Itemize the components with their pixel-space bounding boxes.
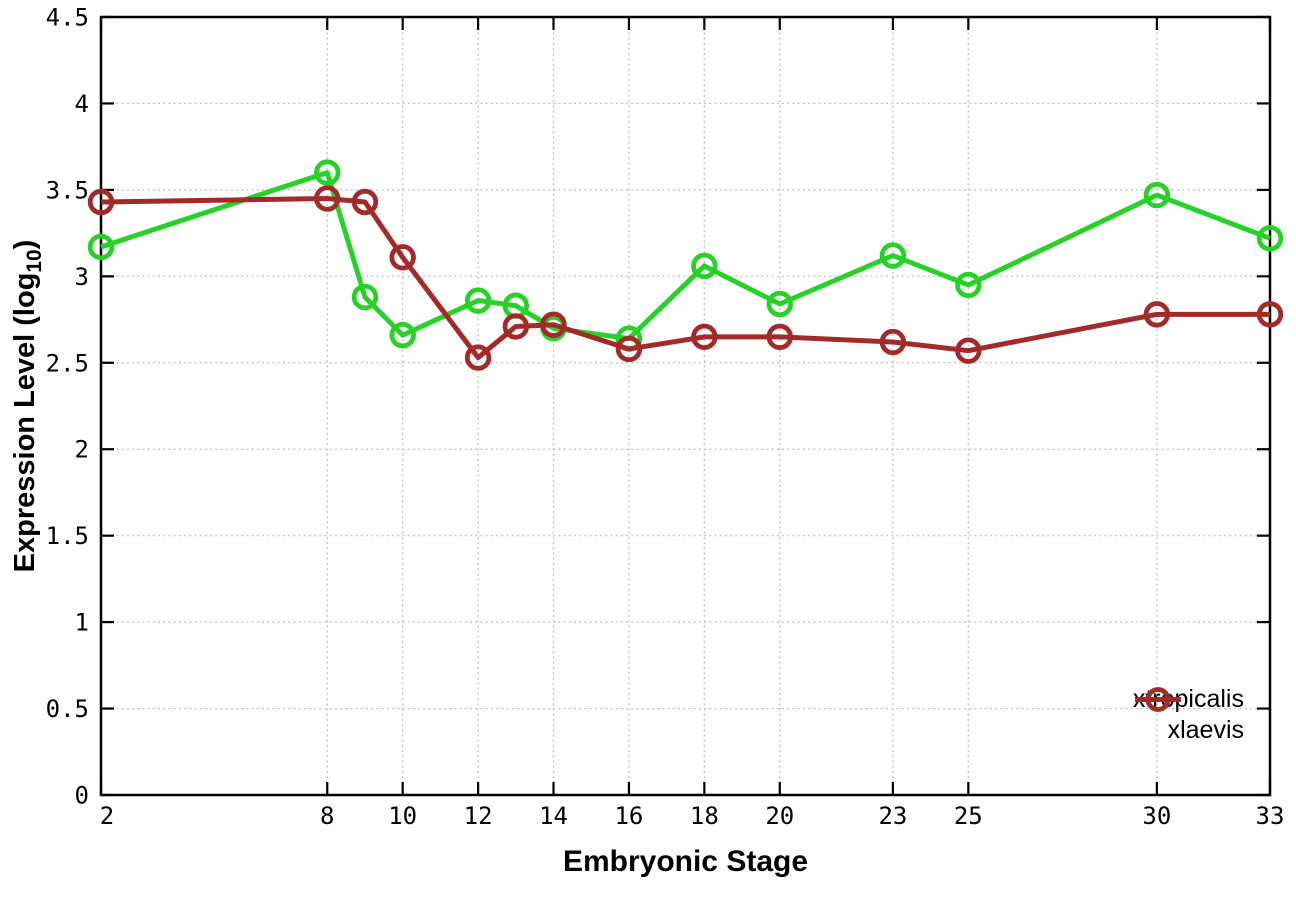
x-tick-label: 25 bbox=[954, 802, 983, 830]
data-point-marker-xlaevis bbox=[955, 337, 982, 364]
data-point-marker-xlaevis bbox=[540, 311, 567, 338]
y-axis-label-suffix: ) bbox=[9, 239, 42, 250]
data-point-marker-xtropicalis bbox=[351, 283, 379, 311]
x-tick-label: 10 bbox=[388, 802, 417, 830]
x-tick-label: 20 bbox=[765, 802, 794, 830]
data-point-marker-xlaevis bbox=[1143, 301, 1171, 328]
y-tick-label: 4 bbox=[75, 90, 89, 118]
x-tick-label: 12 bbox=[464, 802, 493, 830]
y-tick-label: 4.5 bbox=[46, 4, 89, 32]
data-point-marker-xtropicalis bbox=[691, 252, 718, 280]
data-point-marker-xtropicalis bbox=[464, 287, 492, 314]
legend-row-xlaevis: xlaevis bbox=[1133, 687, 1254, 746]
x-tick-label: 2 bbox=[100, 802, 114, 830]
y-axis-label: Expression Level (log10) bbox=[9, 240, 47, 573]
x-tick-label: 14 bbox=[539, 802, 568, 830]
y-axis-label-text: Expression Level (log bbox=[9, 272, 42, 573]
x-tick-label: 16 bbox=[614, 802, 643, 830]
x-tick-label: 23 bbox=[878, 802, 907, 830]
y-tick-label: 2 bbox=[75, 436, 89, 464]
y-axis-label-subscript: 10 bbox=[22, 249, 46, 273]
x-tick-label: 8 bbox=[320, 802, 334, 830]
data-point-marker-xlaevis bbox=[314, 185, 341, 212]
data-point-marker-xlaevis bbox=[464, 344, 492, 371]
data-point-marker-xtropicalis bbox=[955, 271, 982, 299]
data-point-marker-xlaevis bbox=[879, 328, 907, 356]
y-tick-label: 3 bbox=[75, 263, 89, 291]
plot-border bbox=[99, 15, 1272, 797]
legend-label: xlaevis bbox=[1167, 716, 1244, 744]
data-point-marker-xtropicalis bbox=[1256, 225, 1284, 252]
data-point-marker-xtropicalis bbox=[389, 321, 416, 349]
y-tick-label: 0 bbox=[75, 782, 89, 810]
x-axis-label: Embryonic Stage bbox=[562, 845, 809, 878]
data-point-marker-xlaevis bbox=[389, 244, 416, 271]
data-point-marker-xlaevis bbox=[691, 323, 718, 351]
legend-marker-sample bbox=[1134, 687, 1181, 712]
data-point-marker-xlaevis bbox=[766, 323, 793, 351]
data-point-marker-xtropicalis bbox=[87, 233, 115, 261]
x-tick-label: 18 bbox=[690, 802, 719, 830]
y-tick-label: 1.5 bbox=[46, 522, 89, 550]
data-point-marker-xlaevis bbox=[1256, 301, 1284, 328]
x-tick-label: 33 bbox=[1256, 802, 1285, 830]
data-point-marker-xtropicalis bbox=[766, 290, 793, 318]
y-tick-label: 1 bbox=[75, 609, 89, 637]
data-point-marker-xlaevis bbox=[87, 188, 115, 216]
data-point-marker-xlaevis bbox=[615, 335, 643, 363]
y-tick-label: 3.5 bbox=[46, 176, 89, 204]
data-point-marker-xtropicalis bbox=[1143, 181, 1171, 209]
legend: xtropicalis xlaevis bbox=[1133, 684, 1254, 746]
y-tick-label: 0.5 bbox=[46, 695, 89, 723]
x-tick-label: 30 bbox=[1142, 802, 1171, 830]
data-point-marker-xlaevis bbox=[502, 313, 530, 340]
data-point-marker-xtropicalis bbox=[314, 159, 341, 186]
legend-sample-circle-icon bbox=[1145, 687, 1171, 712]
data-point-marker-xlaevis bbox=[351, 188, 379, 216]
y-tick-label: 2.5 bbox=[46, 349, 89, 377]
data-point-marker-xtropicalis bbox=[879, 242, 907, 269]
